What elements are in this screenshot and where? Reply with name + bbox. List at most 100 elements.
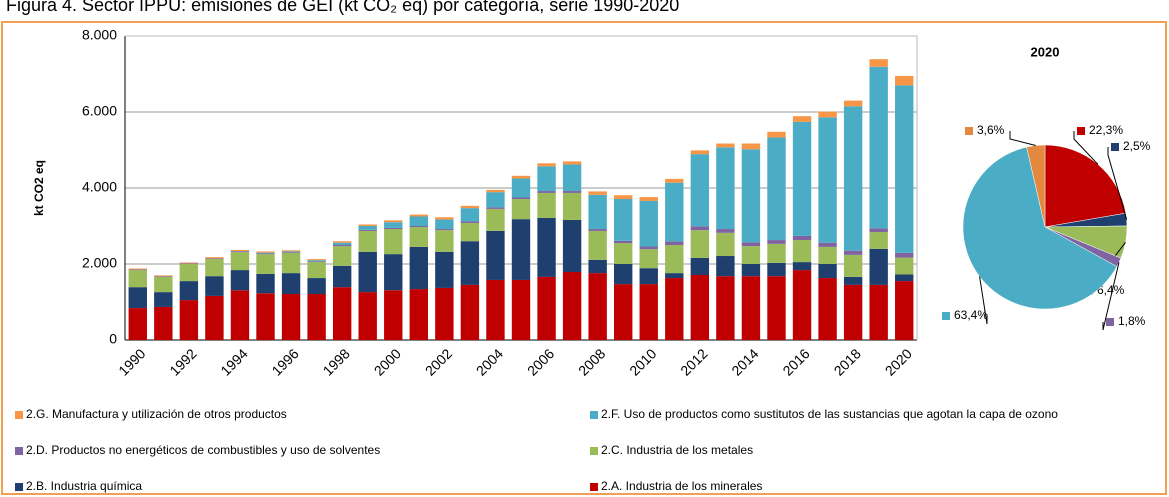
bar-segment — [511, 199, 531, 220]
bar-segment — [511, 219, 531, 280]
bar-segment — [281, 294, 301, 340]
bar-segment — [460, 284, 480, 340]
bar-segment — [256, 252, 275, 254]
bar-segment — [690, 230, 710, 258]
bar-segment — [537, 276, 556, 340]
bar-segment — [613, 264, 633, 285]
y-tick-label: 4.000 — [82, 179, 117, 195]
bar-segment — [511, 178, 531, 198]
bar-segment — [128, 270, 147, 288]
bar-segment — [460, 221, 480, 223]
legend-label: 2.C. Industria de los metales — [601, 443, 753, 457]
bar-segment — [895, 252, 914, 258]
bar-segment — [639, 268, 658, 285]
bar-segment — [205, 257, 224, 259]
bar-segment — [639, 284, 658, 340]
bar-segment — [537, 218, 556, 277]
pie-slice — [1026, 144, 1046, 228]
bar-segment — [690, 150, 710, 155]
bar-segment — [895, 257, 914, 275]
bar-segment — [613, 243, 633, 264]
bar-segment — [384, 290, 403, 340]
pie-label-swatch — [942, 312, 950, 320]
bar-segment — [486, 230, 505, 280]
bar-segment — [690, 226, 710, 231]
bar-segment — [486, 192, 505, 208]
bar-segment — [281, 250, 301, 252]
bar-segment — [511, 175, 531, 179]
bar-segment — [435, 217, 454, 220]
bar-segment — [511, 279, 531, 340]
legend-swatch — [15, 483, 23, 491]
bar-segment — [435, 229, 454, 231]
bar-segment — [869, 284, 888, 340]
bar-segment — [332, 241, 352, 243]
bar-segment — [154, 276, 173, 277]
bar-segment — [818, 264, 837, 279]
bar-segment — [281, 251, 301, 253]
bar-segment — [409, 246, 429, 290]
bar-segment — [460, 222, 480, 242]
bar-segment — [281, 252, 301, 274]
bar-segment — [716, 143, 735, 148]
bar-segment — [639, 246, 658, 250]
pie-value-label: 1,8% — [1118, 314, 1146, 328]
bar-segment — [665, 178, 684, 183]
bar-segment — [409, 216, 429, 226]
bar-segment — [741, 143, 761, 150]
bar-segment — [332, 245, 352, 247]
bar-segment — [690, 257, 710, 276]
bar-segment — [818, 111, 837, 118]
bar-segment — [358, 251, 377, 293]
bar-segment — [562, 192, 582, 220]
pie-value-label: 6,4% — [1097, 283, 1125, 297]
bar-segment — [179, 281, 199, 301]
leader-line — [1107, 147, 1128, 220]
pie-value-label: 2,5% — [1123, 139, 1151, 153]
legend-label: 2.D. Productos no energéticos de combust… — [26, 443, 380, 457]
bar-segment — [843, 284, 863, 340]
bar-segment — [895, 85, 914, 253]
bar-segment — [128, 268, 147, 270]
bar-segment — [256, 253, 275, 255]
bar-segment — [332, 242, 352, 245]
bar-segment — [690, 154, 710, 227]
bar-segment — [409, 214, 429, 217]
bar-segment — [154, 306, 173, 340]
bar-segment — [665, 182, 684, 242]
bar-segment — [460, 241, 480, 285]
bar-segment — [665, 273, 684, 279]
bar-segment — [358, 292, 377, 340]
y-tick-label: 0 — [109, 331, 117, 347]
bar-segment — [613, 199, 633, 241]
bar-segment — [281, 252, 301, 253]
bar-segment — [460, 208, 480, 222]
bar-segment — [716, 232, 735, 257]
bar-segment — [384, 229, 403, 255]
bar-segment — [307, 261, 326, 263]
legend-swatch — [15, 447, 23, 455]
bar-segment — [843, 276, 863, 285]
bar-segment — [767, 240, 786, 244]
bar-segment — [639, 249, 658, 269]
bar-segment — [716, 276, 735, 340]
bar-segment — [537, 166, 556, 192]
bar-segment — [332, 246, 352, 266]
pie-label-swatch — [1106, 318, 1114, 326]
pie-value-label: 3,6% — [977, 123, 1005, 137]
bar-segment — [562, 161, 582, 165]
bar-segment — [613, 284, 633, 340]
bar-segment — [665, 241, 684, 245]
bar-segment — [818, 246, 837, 264]
y-axis-label: kt CO2 eq — [32, 160, 46, 216]
pie-title: 2020 — [1031, 44, 1060, 59]
bar-segment — [792, 121, 812, 236]
bar-segment — [307, 259, 326, 261]
bar-segment — [665, 245, 684, 274]
bar-segment — [205, 259, 224, 277]
bar-segment — [358, 229, 377, 231]
bar-segment — [562, 271, 582, 340]
bar-segment — [588, 230, 607, 260]
bar-segment — [843, 254, 863, 277]
bar-segment — [741, 264, 761, 277]
